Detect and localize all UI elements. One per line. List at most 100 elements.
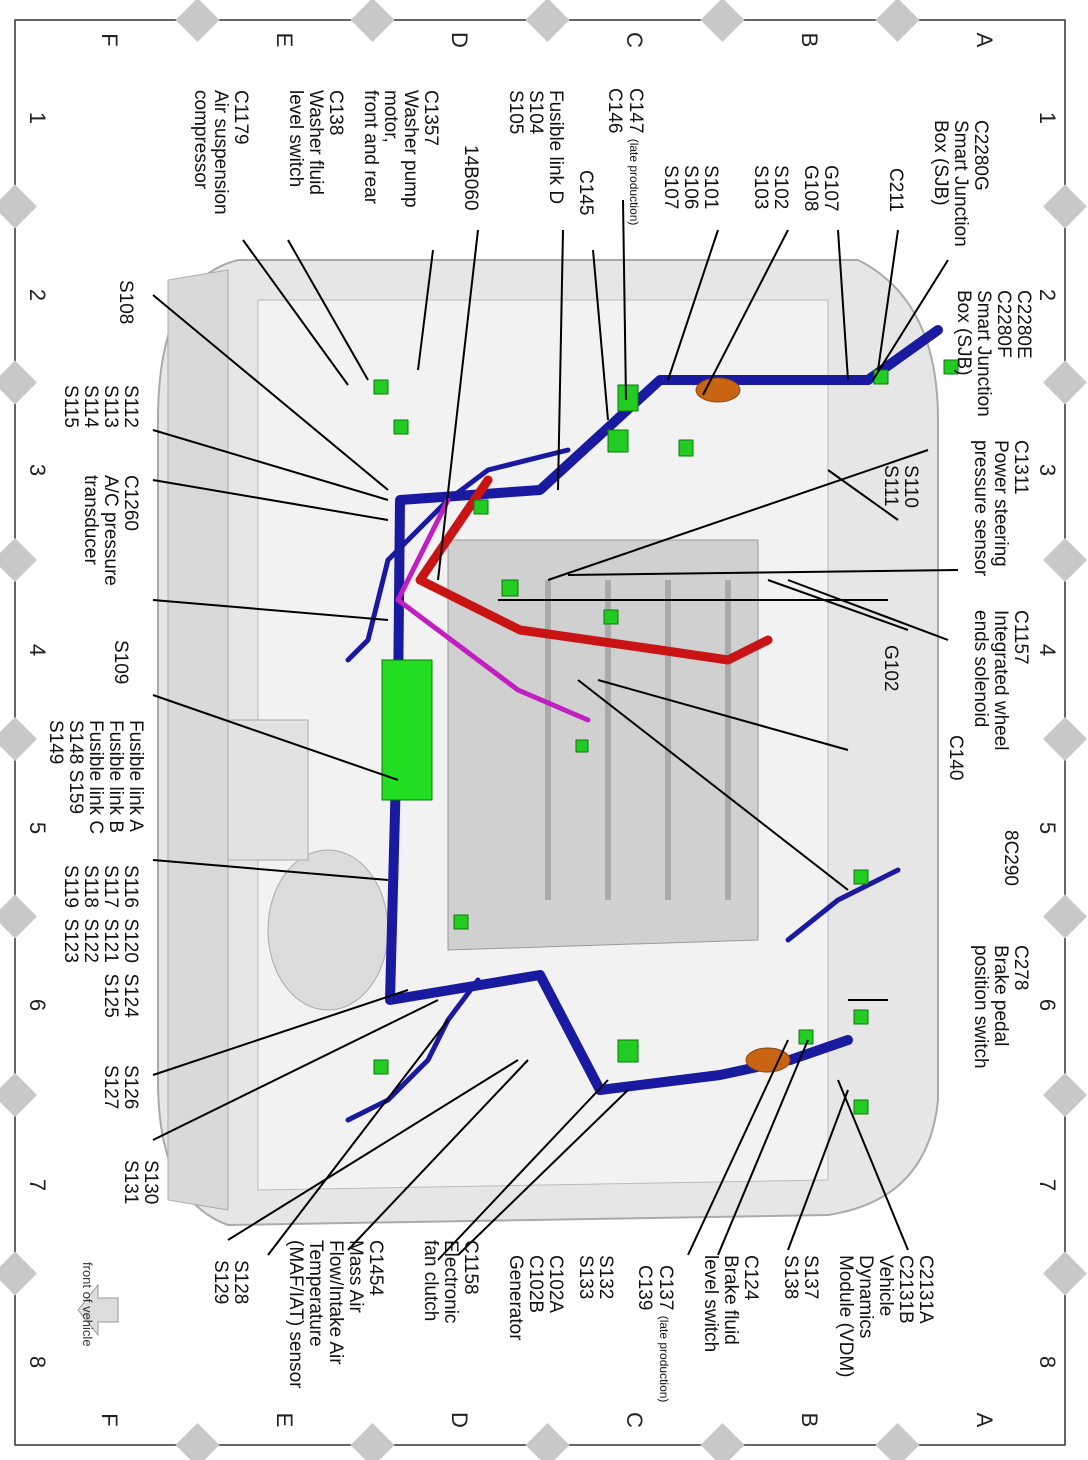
label-s137: S137 S138 bbox=[780, 1255, 821, 1300]
border-diamond bbox=[1043, 894, 1087, 939]
label-c1357: C1357 Washer pump motor, front and rear bbox=[360, 90, 441, 208]
c139-id: C139 bbox=[634, 1265, 655, 1311]
grid-column-top: 5 bbox=[1035, 821, 1060, 835]
border-diamond bbox=[875, 1423, 920, 1460]
label-14b060: 14B060 bbox=[460, 145, 481, 211]
border-diamond bbox=[175, 1423, 220, 1460]
grid-row-left: D bbox=[447, 32, 472, 48]
label-s128: S128 S129 bbox=[210, 1260, 251, 1305]
label-s110: S110 S111 bbox=[880, 465, 921, 508]
grid-row-right: C bbox=[622, 1412, 647, 1428]
label-s126: S126 S127 bbox=[100, 1065, 141, 1110]
border-diamond bbox=[0, 717, 37, 761]
c147-id: C147 bbox=[625, 88, 646, 134]
grid-row-right: D bbox=[447, 1412, 472, 1428]
label-s130: S130 S131 bbox=[120, 1160, 161, 1205]
grid-column-bottom: 3 bbox=[25, 463, 50, 477]
label-c1179: C1179 Air suspension compressor bbox=[190, 90, 251, 215]
grid-row-left: F bbox=[97, 33, 122, 47]
grid-row-left: A bbox=[972, 32, 997, 48]
front-bumper bbox=[167, 269, 229, 1211]
label-c145: C145 bbox=[575, 170, 596, 216]
grid-column-top: 1 bbox=[1035, 111, 1060, 125]
label-s101: S101 S106 S107 bbox=[660, 165, 721, 210]
border-diamond bbox=[0, 360, 37, 405]
label-c2280g: C2280G Smart Junction Box (SJB) bbox=[930, 120, 991, 247]
border-diamond bbox=[875, 0, 920, 42]
border-diamond bbox=[0, 184, 37, 229]
border-diamond bbox=[700, 1423, 745, 1460]
border-diamond bbox=[0, 1073, 37, 1117]
grid-column-bottom: 2 bbox=[25, 288, 50, 302]
label-c1454: C1454 Mass Air Flow/Intake Air Temperatu… bbox=[285, 1240, 386, 1389]
label-s102: S102 S103 bbox=[750, 165, 791, 210]
border-diamond bbox=[1043, 717, 1087, 761]
label-c1157: C1157 Integrated wheel ends solenoid bbox=[970, 610, 1031, 751]
front-of-vehicle-arrow bbox=[77, 1283, 119, 1337]
border-diamond bbox=[0, 538, 37, 582]
grid-row-right: A bbox=[972, 1412, 997, 1428]
grid-column-top: 8 bbox=[1035, 1355, 1060, 1369]
engine-block bbox=[447, 539, 759, 951]
label-c147: C147 (late production) C146 bbox=[604, 88, 646, 226]
grid-row-left: C bbox=[622, 32, 647, 48]
border-diamond bbox=[1043, 1251, 1087, 1296]
front-of-vehicle-label: front of vehicle bbox=[80, 1262, 95, 1347]
grid-row-left: E bbox=[272, 32, 297, 48]
grid-row-right: F bbox=[97, 1413, 122, 1427]
label-c211: C211 bbox=[885, 168, 906, 213]
label-fusible-link-d: Fusible link D S104 S105 bbox=[505, 90, 566, 205]
label-c140: C140 bbox=[945, 735, 966, 781]
border-diamond bbox=[350, 0, 395, 42]
grid-column-top: 6 bbox=[1035, 998, 1060, 1012]
label-s112: S112 S113 S114 S115 bbox=[60, 385, 141, 428]
c147-note: (late production) bbox=[627, 138, 641, 226]
border-diamond bbox=[0, 1251, 37, 1296]
label-c137: C137 (late production) C139 bbox=[634, 1265, 676, 1403]
border-diamond bbox=[1043, 184, 1087, 229]
label-s132: S132 S133 bbox=[575, 1255, 616, 1300]
border-diamond bbox=[175, 0, 220, 42]
grid-column-top: 7 bbox=[1035, 1178, 1060, 1192]
c146-id: C146 bbox=[604, 88, 625, 134]
grid-row-right: E bbox=[272, 1412, 297, 1428]
grid-column-bottom: 1 bbox=[25, 111, 50, 125]
label-c2131: C2131A C2131B Vehicle Dynamics Module (V… bbox=[835, 1255, 936, 1378]
grid-column-bottom: 7 bbox=[25, 1178, 50, 1192]
border-diamond bbox=[700, 0, 745, 42]
grid-column-bottom: 4 bbox=[25, 643, 50, 657]
c137-note: (late production) bbox=[657, 1315, 671, 1403]
border-diamond bbox=[0, 894, 37, 939]
label-g102: G102 bbox=[880, 645, 901, 692]
grid-column-bottom: 8 bbox=[25, 1355, 50, 1369]
border-diamond bbox=[1043, 1073, 1087, 1117]
border-diamond bbox=[525, 0, 570, 42]
label-s108: S108 bbox=[115, 280, 136, 325]
label-c1260: C1260 A/C pressure transducer bbox=[80, 475, 141, 586]
label-s116-group: S116 S120 S124 S117 S121 S125 S118 S122 … bbox=[60, 865, 141, 1018]
grid-column-bottom: 6 bbox=[25, 998, 50, 1012]
battery-junction-box bbox=[381, 659, 433, 801]
grid-column-top: 2 bbox=[1035, 288, 1060, 302]
grid-column-top: 3 bbox=[1035, 463, 1060, 477]
label-g107: G107 G108 bbox=[800, 165, 841, 212]
grid-row-right: B bbox=[797, 1412, 822, 1428]
leader-lines bbox=[152, 199, 959, 1261]
border-diamond bbox=[1043, 360, 1087, 405]
label-c2280e: C2280E C2280F Smart Junction Box (SJB) bbox=[953, 290, 1034, 417]
border-diamond bbox=[1043, 538, 1087, 582]
border-diamond bbox=[525, 1423, 570, 1460]
grid-column-top: 4 bbox=[1035, 643, 1060, 657]
label-c102: C102A C102B Generator bbox=[505, 1255, 566, 1341]
label-c278: C278 Brake pedal position switch bbox=[970, 945, 1031, 1069]
label-8c290: 8C290 bbox=[1000, 830, 1021, 886]
border-diamond bbox=[350, 1423, 395, 1460]
wiring-harness bbox=[345, 325, 959, 1123]
label-c138: C138 Washer fluid level switch bbox=[285, 90, 346, 195]
grid-row-left: B bbox=[797, 32, 822, 48]
label-s109: S109 bbox=[110, 640, 131, 685]
label-c1158: C1158 Electronic fan clutch bbox=[420, 1240, 481, 1324]
